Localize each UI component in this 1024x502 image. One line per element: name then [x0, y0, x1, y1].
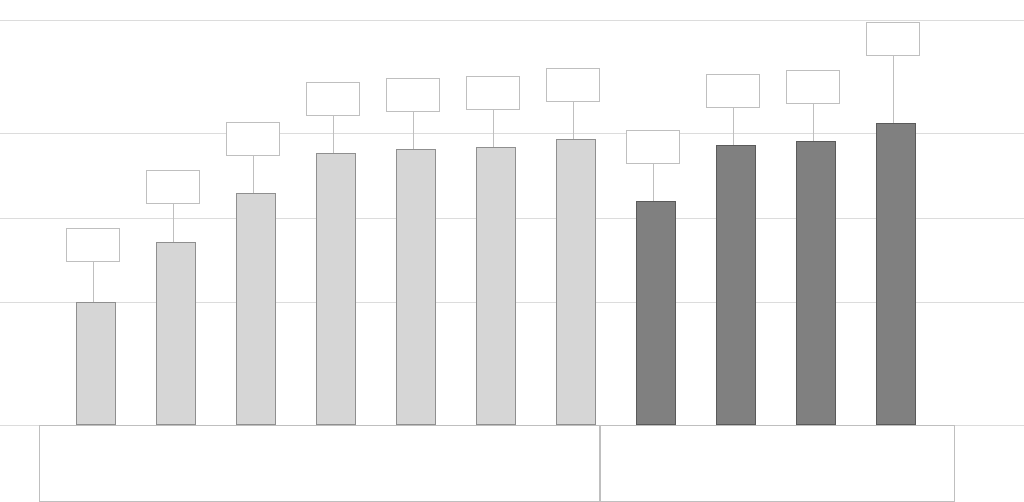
callout-label-box [786, 70, 840, 104]
callout-label-box [546, 68, 600, 102]
callout-leader [173, 204, 174, 242]
callout-leader [253, 156, 254, 193]
bar [316, 153, 356, 425]
bar [156, 242, 196, 425]
callout-leader [573, 102, 574, 139]
gridline [0, 20, 1024, 21]
bar [76, 302, 116, 425]
axis-group-box [39, 425, 600, 502]
bar-chart [0, 0, 1024, 502]
bar [236, 193, 276, 425]
callout-label-box [626, 130, 680, 164]
axis-group-box [600, 425, 955, 502]
callout-label-box [306, 82, 360, 116]
callout-leader [333, 116, 334, 153]
gridline [0, 133, 1024, 134]
callout-leader [653, 164, 654, 201]
bar [876, 123, 916, 425]
callout-leader [733, 108, 734, 145]
callout-label-box [146, 170, 200, 204]
callout-leader [413, 112, 414, 149]
bar [636, 201, 676, 425]
bar [476, 147, 516, 425]
callout-label-box [466, 76, 520, 110]
callout-leader [893, 56, 894, 123]
callout-leader [493, 110, 494, 147]
callout-leader [93, 262, 94, 302]
bar [796, 141, 836, 425]
callout-label-box [386, 78, 440, 112]
bar [396, 149, 436, 425]
callout-leader [813, 104, 814, 141]
bar [556, 139, 596, 425]
callout-label-box [66, 228, 120, 262]
callout-label-box [226, 122, 280, 156]
callout-label-box [706, 74, 760, 108]
callout-label-box [866, 22, 920, 56]
bar [716, 145, 756, 425]
